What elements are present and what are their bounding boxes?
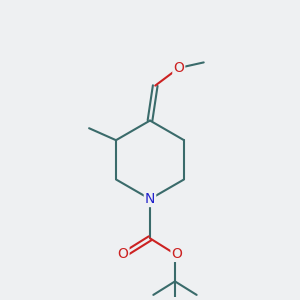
Text: O: O — [118, 247, 128, 261]
Text: O: O — [173, 61, 184, 75]
Text: N: N — [145, 192, 155, 206]
Text: O: O — [172, 247, 182, 261]
